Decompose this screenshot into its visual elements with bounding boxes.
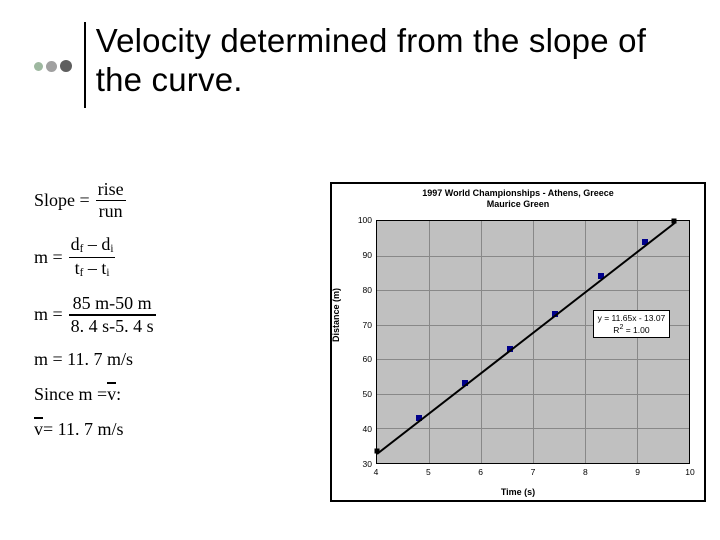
bullet-dot bbox=[46, 61, 57, 72]
x-tick-label: 7 bbox=[531, 467, 536, 477]
title-bullets bbox=[34, 60, 72, 72]
eq-vfinal: v = 11. 7 m/s bbox=[34, 419, 334, 440]
chart-title: 1997 World Championships - Athens, Greec… bbox=[332, 188, 704, 210]
x-tick-label: 9 bbox=[635, 467, 640, 477]
numerator: df – di bbox=[69, 235, 116, 256]
slide-title: Velocity determined from the slope of th… bbox=[96, 22, 700, 100]
y-tick-label: 40 bbox=[363, 424, 372, 434]
eq-lhs: m = bbox=[34, 304, 63, 325]
fraction: rise run bbox=[96, 180, 126, 221]
gridline-v bbox=[533, 221, 534, 463]
plot-area: y = 11.65x - 13.07R2 = 1.00 bbox=[376, 220, 690, 464]
denominator: tf – ti bbox=[73, 259, 112, 280]
text: : bbox=[116, 384, 121, 405]
eq-lhs: Slope = bbox=[34, 190, 90, 211]
y-tick-label: 80 bbox=[363, 285, 372, 295]
y-tick-label: 30 bbox=[363, 459, 372, 469]
formula-column: Slope = rise run m = df – di tf – ti m = bbox=[34, 180, 334, 454]
sym: d bbox=[71, 234, 80, 254]
eq-since: Since m = v : bbox=[34, 384, 334, 405]
eq-m-numeric: m = 85 m-50 m 8. 4 s-5. 4 s bbox=[34, 294, 334, 335]
chart-title-line2: Maurice Green bbox=[487, 199, 550, 209]
gridline-v bbox=[585, 221, 586, 463]
x-axis-label: Time (s) bbox=[332, 487, 704, 497]
x-tick-label: 5 bbox=[426, 467, 431, 477]
title-divider bbox=[84, 22, 86, 108]
v-bar: v bbox=[34, 419, 43, 440]
distance-time-chart: 1997 World Championships - Athens, Greec… bbox=[330, 182, 706, 502]
sub: i bbox=[106, 267, 109, 279]
eq-lhs: m = bbox=[34, 247, 63, 268]
x-tick-label: 10 bbox=[685, 467, 694, 477]
sep: – bbox=[83, 258, 101, 278]
x-tick-label: 4 bbox=[374, 467, 379, 477]
numerator: 85 m-50 m bbox=[71, 294, 154, 313]
sub: i bbox=[110, 243, 113, 255]
y-tick-label: 50 bbox=[363, 389, 372, 399]
chart-title-line1: 1997 World Championships - Athens, Greec… bbox=[422, 188, 614, 198]
y-tick-label: 60 bbox=[363, 354, 372, 364]
fit-endpoint bbox=[671, 219, 676, 224]
fraction: df – di tf – ti bbox=[69, 235, 116, 280]
x-tick-label: 8 bbox=[583, 467, 588, 477]
eq-slope: Slope = rise run bbox=[34, 180, 334, 221]
eq-m-symbolic: m = df – di tf – ti bbox=[34, 235, 334, 280]
y-tick-label: 100 bbox=[358, 215, 372, 225]
fit-endpoint bbox=[375, 448, 380, 453]
plot-area-wrap: y = 11.65x - 13.07R2 = 1.00 304050607080… bbox=[376, 220, 690, 464]
text: = 11. 7 m/s bbox=[43, 419, 124, 440]
sep: – bbox=[83, 234, 101, 254]
eq-m-result: m = 11. 7 m/s bbox=[34, 349, 334, 370]
title-block: Velocity determined from the slope of th… bbox=[34, 22, 700, 108]
v-bar: v bbox=[107, 384, 116, 405]
y-axis-label: Distance (m) bbox=[331, 288, 341, 342]
numerator: rise bbox=[96, 180, 126, 199]
x-tick-label: 6 bbox=[478, 467, 483, 477]
denominator: 8. 4 s-5. 4 s bbox=[69, 317, 156, 336]
y-tick-label: 70 bbox=[363, 320, 372, 330]
fit-equation-box: y = 11.65x - 13.07R2 = 1.00 bbox=[593, 310, 671, 338]
bullet-dot bbox=[60, 60, 72, 72]
y-tick-label: 90 bbox=[363, 250, 372, 260]
text: Since m = bbox=[34, 384, 107, 405]
denominator: run bbox=[97, 202, 125, 221]
gridline-v bbox=[429, 221, 430, 463]
fraction: 85 m-50 m 8. 4 s-5. 4 s bbox=[69, 294, 156, 335]
bullet-dot bbox=[34, 62, 43, 71]
gridline-v bbox=[481, 221, 482, 463]
gridline-v bbox=[637, 221, 638, 463]
